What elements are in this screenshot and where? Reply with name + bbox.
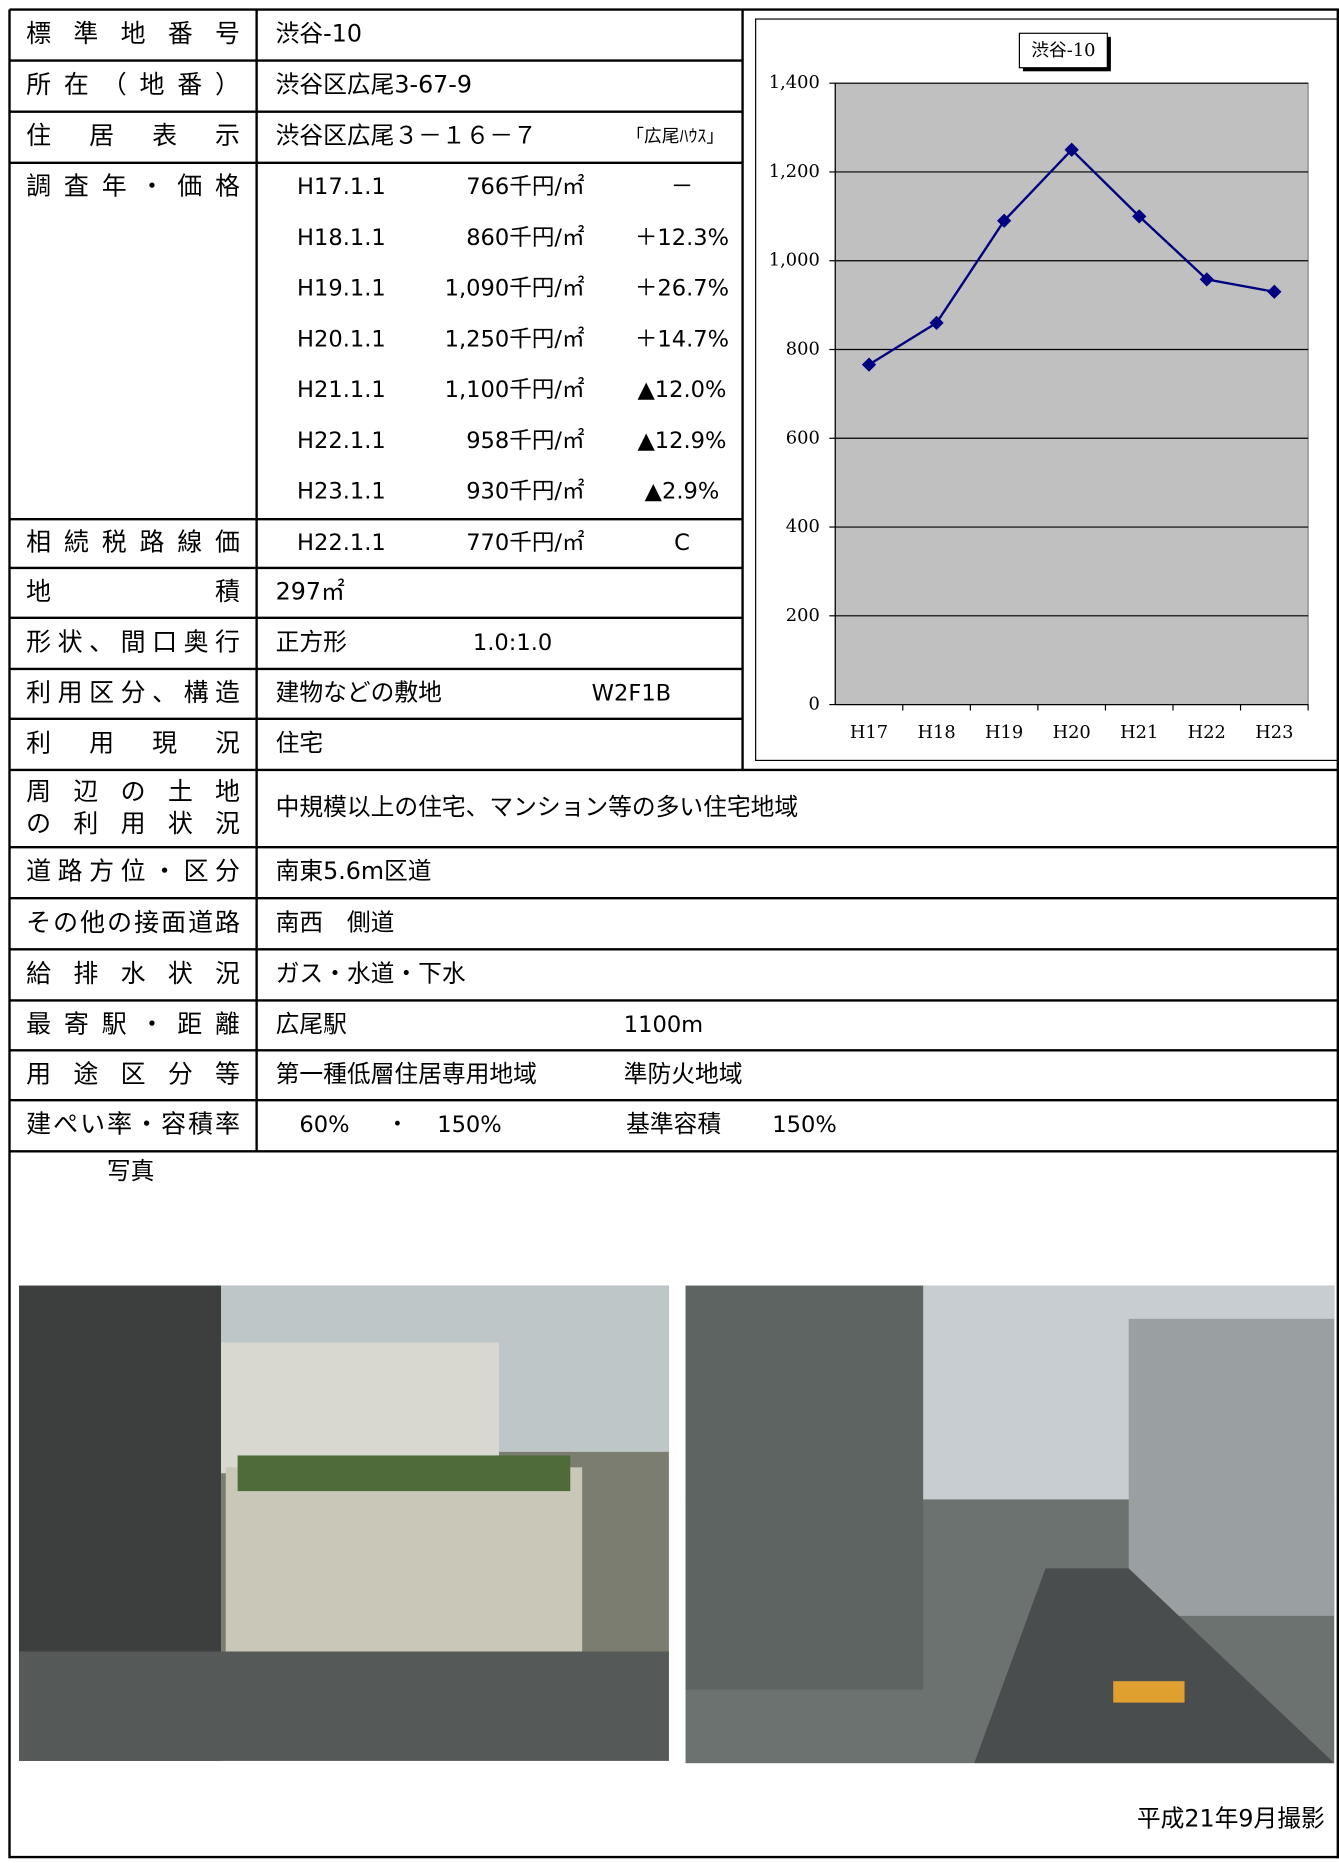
photos (19, 1285, 1335, 1764)
y-tick-label: 600 (786, 427, 820, 448)
price-date: H21.1.1 (297, 377, 386, 403)
table-lines (8, 8, 1339, 1859)
y-tick-label: 0 (808, 694, 819, 715)
y-tick-label: 400 (786, 516, 820, 537)
row-label: 形状、間口奥行 (26, 627, 240, 656)
row-value: 南東5.6m区道 (276, 857, 432, 885)
price-value: 930千円/㎡ (466, 479, 585, 505)
x-tick-label: H19 (985, 722, 1023, 743)
row-value: 「広尾ﾊｳｽ」 (626, 126, 724, 147)
price-change: ▲12.9% (637, 428, 726, 454)
photo-1-hedge (237, 1455, 571, 1492)
marker (929, 315, 944, 330)
marker (1064, 142, 1079, 157)
price-change: ▲2.9% (645, 479, 720, 505)
photo-1-wall (225, 1467, 583, 1658)
row-value: 1.0:1.0 (473, 630, 552, 656)
x-tick-label: H18 (917, 722, 955, 743)
row-value: 150% (772, 1112, 837, 1138)
row-value: 住宅 (276, 729, 324, 757)
marker (1199, 272, 1214, 287)
price-change: ＋12.3% (635, 225, 729, 251)
row-value: 60% (299, 1112, 349, 1138)
row-value: H22.1.1 (297, 530, 386, 556)
y-tick-label: 1,200 (769, 161, 820, 182)
row-value: 150% (437, 1112, 502, 1138)
row-value: 第一種低層住居専用地域 (276, 1060, 537, 1088)
marker (861, 357, 877, 372)
price-change: － (671, 174, 694, 200)
price-value: 766千円/㎡ (466, 174, 585, 200)
y-tick-label: 1,400 (769, 72, 820, 93)
photo-1-road (19, 1651, 669, 1761)
photo-2-marking (1113, 1681, 1185, 1703)
price-value: 860千円/㎡ (466, 225, 585, 251)
title-box (1018, 32, 1108, 69)
y-tick-label: 800 (786, 338, 820, 359)
x-tick-label: H22 (1188, 722, 1226, 743)
row-value: W2F1B (592, 680, 671, 706)
price-value: 1,090千円/㎡ (445, 276, 585, 302)
row-label: 道路方位・区分 (26, 857, 240, 886)
row-value: 渋谷区広尾3-67-9 (276, 71, 472, 99)
price-change: ＋14.7% (635, 326, 729, 352)
row-label: その他の接面道路 (26, 908, 240, 937)
price-value: 958千円/㎡ (466, 428, 585, 454)
row-label: 利用区分、構造 (26, 678, 240, 707)
price-date: H17.1.1 (297, 174, 386, 200)
price-date: H19.1.1 (297, 276, 386, 302)
marker (996, 213, 1012, 228)
price-value: 1,100千円/㎡ (445, 377, 585, 403)
photo-caption: 写真 (107, 1157, 155, 1185)
x-tick-label: H20 (1053, 722, 1091, 743)
row-value: 770千円/㎡ (466, 530, 585, 556)
marker (1132, 209, 1147, 224)
row-value: 準防火地域 (624, 1060, 743, 1088)
price-date: H18.1.1 (297, 225, 386, 251)
row-value: ・ (386, 1112, 409, 1138)
price-date: H23.1.1 (297, 479, 386, 505)
x-tick-label: H17 (850, 722, 888, 743)
marker (1267, 284, 1282, 299)
photo-date: 平成21年9月撮影 (1137, 1805, 1325, 1833)
row-value: 正方形 (276, 628, 347, 656)
row-value: C (674, 530, 690, 556)
y-tick-label: 1,000 (769, 250, 820, 271)
plot-area (834, 82, 1309, 706)
chart-title: 渋谷-10 (1031, 40, 1095, 61)
row-value: 297㎡ (276, 577, 345, 605)
photo-2-building (685, 1285, 924, 1690)
row-value: 南西 側道 (276, 908, 395, 936)
row-value: 渋谷-10 (276, 20, 362, 48)
price-date: H22.1.1 (297, 428, 386, 454)
row-value: 基準容積 (626, 1110, 721, 1138)
price-change: ▲12.0% (637, 377, 726, 403)
price-date: H20.1.1 (297, 326, 386, 352)
row-value: 1100m (624, 1012, 703, 1038)
chart-panel: 0 200 400 600 800 1,000 1,200 1,400 H17 H18 H19 H20… (755, 18, 1339, 762)
price-value: 1,250千円/㎡ (445, 326, 585, 352)
row-value: ガス・水道・下水 (276, 959, 466, 987)
photo-2-apartment (1128, 1318, 1335, 1616)
row-value: 中規模以上の住宅、マンション等の多い住宅地域 (276, 793, 799, 821)
row-value: 建物などの敷地 (276, 678, 442, 706)
x-tick-label: H21 (1120, 722, 1158, 743)
photo-2-road (974, 1568, 1335, 1764)
x-tick-label: H23 (1255, 722, 1293, 743)
price-change: ＋26.7% (635, 276, 729, 302)
row-value: 渋谷区広尾３－１６－７ (276, 122, 537, 150)
y-tick-label: 200 (786, 605, 820, 626)
row-value: 広尾駅 (276, 1010, 348, 1038)
